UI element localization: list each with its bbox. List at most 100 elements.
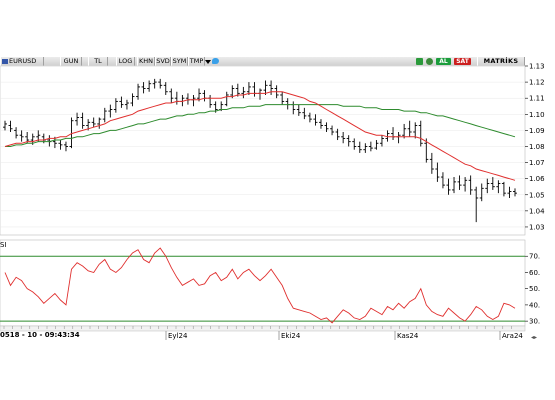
short-moving-average-line [4,91,516,181]
ohlc-bar [513,188,517,197]
currency-button[interactable]: TL [88,57,108,66]
ohlc-bar [69,117,74,149]
ohlc-bar [452,177,457,194]
ohlc-bar [241,86,246,99]
price-tick-label: 1.04 [529,207,545,215]
ohlc-bar [119,96,124,108]
ohlc-bar [479,183,484,202]
ohlc-bar [14,127,19,139]
buy-button[interactable]: AL [436,58,451,65]
price-panel-frame [0,65,526,236]
ohlc-bar [379,135,384,147]
ohlc-bar [230,85,235,99]
ohlc-bar [324,122,329,132]
ohlc-bar [19,130,24,142]
symbol-selector[interactable]: EURUSD [0,57,44,66]
ohlc-bar [313,114,318,126]
ohlc-bar [402,123,407,139]
price-tick-label: 1.06 [529,175,545,183]
price-tick-label: 1.08 [529,143,545,151]
ohlc-bar [463,177,468,192]
svd-button[interactable]: SVD [155,57,171,66]
ohlc-bar [507,186,512,198]
template-button[interactable]: TMP [188,57,205,66]
ohlc-bar [490,177,495,190]
ohlc-bar [374,140,379,150]
khn-button[interactable]: KHN [137,57,155,66]
status-text: 0518 - 10 - 09:43:34 [0,331,80,339]
price-tick-label: 1.10 [529,111,545,119]
time-axis-strip [0,325,526,332]
ohlc-bar [307,112,312,123]
ohlc-bar [102,107,107,123]
long-moving-average-line [5,104,516,147]
ohlc-bar [58,140,63,150]
ohlc-bar [147,80,152,92]
ohlc-bar [163,82,168,95]
ohlc-bar [246,82,251,95]
ohlc-bar [468,175,473,195]
scroll-arrows-icon: ◂▸ [531,334,537,341]
price-tick-label: 1.09 [529,127,545,135]
sell-button[interactable]: SAT [454,58,471,65]
ohlc-bar [263,80,268,95]
ohlc-bar [424,138,429,163]
indicator-title: SI [0,241,7,249]
month-label: Eyl24 [168,332,188,340]
rsi-tick-label: 70. [529,253,540,261]
price-tick-label: 1.13 [529,63,545,71]
dropdown-arrow-icon[interactable] [205,60,211,64]
price-tick-label: 1.03 [529,223,545,231]
ohlc-bar [357,141,362,153]
ohlc-bar [124,99,129,110]
month-label: Kas24 [397,332,419,340]
matriks-logo: MATRİKS [477,57,525,66]
ohlc-bar [280,91,285,105]
month-label: Ara24 [502,332,523,340]
ohlc-bar [418,120,423,147]
ohlc-bar [363,143,368,153]
ohlc-bar [457,175,462,190]
ohlc-bar [335,128,340,141]
ohlc-bar [330,125,335,136]
ohlc-bar [75,112,80,126]
settings-green-icon[interactable] [416,58,423,65]
price-tick-label: 1.11 [529,95,545,103]
ohlc-bar [130,93,135,107]
status-bar: 0518 - 10 - 09:43:34 [0,331,525,340]
symbol-label: EURUSD [9,57,37,65]
ohlc-bar [501,181,506,197]
symbol-flag-icon [2,59,8,64]
ohlc-bar [435,162,440,182]
ohlc-bar [235,83,240,97]
ohlc-bar [108,104,113,118]
twitter-bird-icon[interactable] [212,58,219,64]
ohlc-bar [318,119,323,129]
ohlc-bar [169,88,174,104]
ohlc-bar [269,80,274,95]
price-axis: 1.13 1.12 1.11 1.10 1.09 1.08 1.07 1.06 1.05 1.04… [525,63,545,231]
ohlc-bar [97,117,102,129]
sym-button[interactable]: SYM [171,57,188,66]
ohlc-bar [3,120,7,131]
ohlc-bar [368,141,373,152]
month-label: Eki24 [281,332,301,340]
daily-period-button[interactable]: GUN [60,57,82,66]
rsi-tick-label: 40. [529,301,540,309]
ohlc-bar [446,178,451,195]
ohlc-bar [413,122,418,139]
log-scale-button[interactable]: LOG [116,57,135,66]
ohlc-bar [136,83,141,100]
ohlc-bar [296,104,301,116]
alarm-icon[interactable] [426,58,433,65]
ohlc-bar [429,152,434,174]
rsi-tick-label: 50. [529,285,540,293]
ohlc-bar [158,78,163,89]
ohlc-bar [496,180,501,194]
ohlc-bar [407,120,412,137]
price-tick-label: 1.07 [529,159,545,167]
rsi-axis: 70. 60. 50. 40. 30. [525,253,540,326]
ohlc-bar [91,117,96,128]
